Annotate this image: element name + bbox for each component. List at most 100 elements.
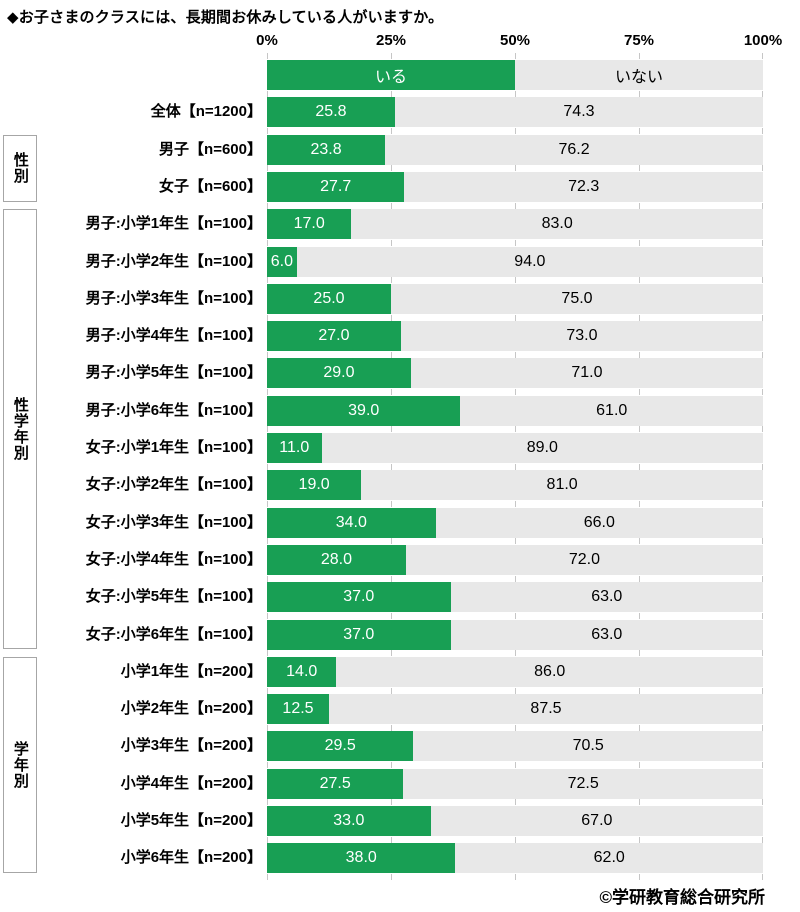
row-label: 小学3年生【n=200】 [120, 737, 262, 755]
group-label: 性別 [11, 152, 29, 185]
axis-tick [639, 351, 640, 358]
axis-tick [267, 128, 268, 134]
axis-tick [639, 426, 640, 433]
axis-tick [762, 239, 763, 246]
chart-row: 男子:小学1年生【n=100】 17.0 83.0 [0, 209, 800, 240]
row-bars: 19.0 81.0 [267, 470, 763, 501]
axis-tick [391, 426, 392, 433]
axis-tick [267, 687, 268, 694]
axis-tick [762, 501, 763, 507]
chart-row: 女子:小学3年生【n=100】 34.0 66.0 [0, 507, 800, 538]
axis-tick [762, 575, 763, 582]
bar-value-iru: 37.0 [267, 619, 451, 650]
bar-value-inai: 83.0 [351, 209, 763, 240]
axis-tick [391, 538, 392, 545]
bar-value-iru: 12.5 [267, 694, 329, 725]
bar-value-inai: 76.2 [385, 134, 763, 165]
axis-tick [762, 538, 763, 545]
axis-tick [391, 836, 392, 843]
x-axis-tick-label: 25% [375, 32, 407, 49]
row-bars: 27.5 72.5 [267, 768, 763, 799]
row-bars: 27.0 73.0 [267, 321, 763, 352]
axis-tick [515, 239, 516, 246]
axis-tick [639, 389, 640, 396]
bar-value-inai: 70.5 [413, 731, 763, 762]
axis-tick [515, 874, 516, 880]
axis-tick [515, 202, 516, 209]
row-label: 小学5年生【n=200】 [120, 812, 262, 829]
row-bars: 11.0 89.0 [267, 433, 763, 463]
chart-row: 小学1年生【n=200】 14.0 86.0 [0, 656, 800, 687]
chart-row: 男子:小学6年生【n=100】 39.0 61.0 [0, 395, 800, 426]
axis-tick [267, 501, 268, 507]
axis-tick [639, 874, 640, 880]
axis-tick [391, 575, 392, 582]
axis-tick [515, 426, 516, 433]
chart-row: 男子:小学3年生【n=100】 25.0 75.0 [0, 283, 800, 314]
axis-tick [639, 538, 640, 545]
axis-tick [639, 239, 640, 246]
axis-tick [515, 277, 516, 284]
axis-tick [515, 90, 516, 97]
axis-tick [267, 874, 268, 880]
row-bars: 23.8 76.2 [267, 134, 763, 165]
axis-tick [515, 799, 516, 806]
group-box: 学年別 [3, 656, 37, 874]
chart-row: 女子:小学4年生【n=100】 28.0 72.0 [0, 544, 800, 575]
row-bars: 29.5 70.5 [267, 731, 763, 762]
axis-tick [762, 650, 763, 657]
bar-value-inai: 67.0 [430, 806, 763, 836]
axis-tick [639, 575, 640, 582]
row-label: 女子:小学6年生【n=100】 [85, 625, 262, 643]
axis-tick [391, 762, 392, 769]
axis-tick [267, 762, 268, 769]
bar-value-inai: 89.0 [321, 433, 763, 463]
bar-value-iru: 25.0 [267, 283, 391, 314]
row-bars: 37.0 63.0 [267, 619, 763, 650]
group-label: 学年別 [11, 741, 29, 790]
axis-tick [391, 202, 392, 209]
axis-tick [639, 612, 640, 619]
axis-tick [267, 426, 268, 433]
axis-tick [267, 351, 268, 358]
bar-value-iru: 29.5 [267, 731, 414, 762]
row-bars: 25.8 74.3 [267, 97, 763, 128]
axis-tick [267, 612, 268, 619]
row-label: 女子【n=600】 [159, 177, 262, 195]
row-label: 女子:小学5年生【n=100】 [85, 588, 262, 606]
bar-value-iru: 14.0 [267, 656, 337, 687]
axis-tick [762, 687, 763, 694]
row-label: 小学1年生【n=200】 [120, 662, 262, 680]
axis-tick [267, 165, 268, 172]
bar-value-iru: 27.0 [267, 321, 401, 352]
axis-tick [267, 724, 268, 731]
x-axis-tick-label: 100% [743, 32, 783, 49]
axis-tick [391, 724, 392, 731]
axis-tick [515, 575, 516, 582]
bar-value-iru: 11.0 [267, 433, 322, 463]
axis-tick [762, 762, 763, 769]
bar-value-iru: 23.8 [267, 134, 386, 165]
axis-tick [515, 165, 516, 172]
row-bars: 28.0 72.0 [267, 544, 763, 575]
axis-tick [391, 874, 392, 880]
axis-tick [639, 799, 640, 806]
x-axis-tick-label: 0% [256, 32, 278, 49]
bar-value-iru: 27.7 [267, 171, 405, 202]
axis-tick [267, 799, 268, 806]
axis-tick [762, 277, 763, 284]
bar-value-inai: 66.0 [435, 507, 763, 538]
axis-tick [639, 165, 640, 172]
axis-tick [391, 389, 392, 396]
bar-value-iru: 29.0 [267, 358, 411, 389]
row-bars: 39.0 61.0 [267, 395, 763, 426]
bar-value-inai: 74.3 [394, 97, 763, 128]
row-label: 全体【n=1200】 [150, 103, 262, 121]
axis-tick [762, 799, 763, 806]
bar-value-iru: 33.0 [267, 806, 431, 836]
axis-tick [515, 501, 516, 507]
axis-tick [515, 314, 516, 321]
axis-tick [762, 612, 763, 619]
bar-value-iru: 19.0 [267, 470, 362, 501]
